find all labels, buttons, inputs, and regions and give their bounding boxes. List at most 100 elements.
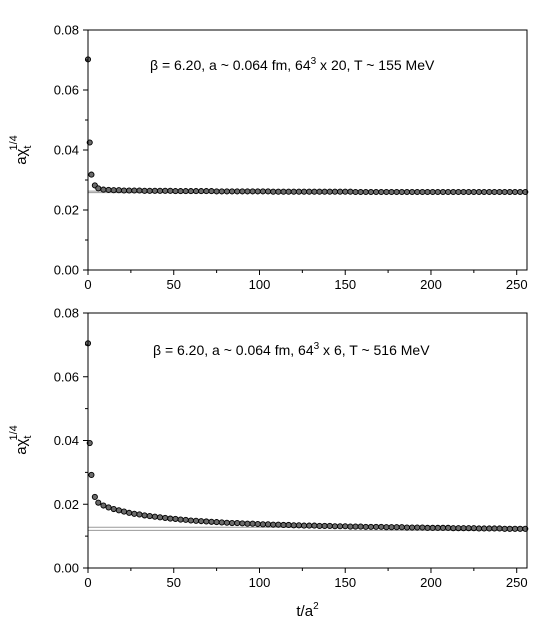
- data-point: [131, 187, 138, 194]
- x-tick-label: 200: [420, 277, 442, 292]
- data-point: [151, 187, 158, 194]
- data-point: [146, 512, 153, 520]
- data-point: [88, 171, 95, 178]
- data-point: [465, 188, 472, 196]
- data-point: [383, 188, 390, 196]
- data-point: [115, 507, 122, 514]
- x-tick-label: 50: [167, 575, 181, 590]
- data-point: [254, 520, 261, 528]
- data-point: [285, 521, 292, 529]
- data-point: [110, 187, 117, 194]
- data-point: [429, 188, 436, 196]
- data-point: [244, 520, 251, 527]
- data-point: [429, 524, 436, 531]
- x-label-main: t/a: [296, 603, 313, 620]
- data-point: [445, 188, 452, 196]
- data-point: [367, 188, 374, 196]
- data-point: [311, 522, 318, 529]
- y-label-superscript: 1/4: [8, 425, 20, 440]
- chart-panel-1: 0 50 100 150 200 250 0.00 0.02 0.04 0.06 0.08 β = 6…: [8, 23, 529, 292]
- data-point: [254, 188, 261, 195]
- data-point: [203, 188, 210, 195]
- y-label-superscript: 1/4: [8, 135, 20, 150]
- data-point: [244, 188, 251, 195]
- data-point: [445, 524, 452, 531]
- data-point: [275, 521, 282, 528]
- data-point: [388, 188, 395, 196]
- data-point: [511, 188, 519, 196]
- data-point: [167, 187, 174, 194]
- x-label-superscript: 2: [313, 601, 319, 612]
- data-point: [486, 525, 493, 532]
- annotation-rest: x 20, T ~ 155 MeV: [316, 57, 435, 73]
- data-point: [91, 493, 98, 500]
- data-point: [275, 188, 282, 195]
- y-label-subscript: t: [22, 436, 34, 439]
- data-point: [162, 514, 169, 522]
- data-point: [506, 525, 513, 532]
- x-tick-label: 50: [167, 277, 181, 292]
- data-point: [326, 188, 333, 195]
- data-point: [156, 187, 164, 194]
- data-point: [88, 471, 95, 478]
- data-point: [517, 525, 524, 532]
- data-point: [100, 502, 107, 509]
- data-point: [239, 520, 246, 527]
- annotation-superscript: 3: [314, 341, 320, 352]
- data-point: [151, 513, 158, 520]
- data-point: [342, 523, 349, 530]
- x-tick-label: 0: [84, 277, 91, 292]
- y-axis-label: aχt1/4: [8, 135, 34, 165]
- data-point: [290, 188, 297, 195]
- data-point: [234, 520, 241, 527]
- data-point: [434, 188, 441, 196]
- y-tick-label: 0.00: [54, 561, 79, 576]
- data-point: [172, 188, 179, 195]
- data-point: [439, 524, 447, 531]
- data-point: [105, 186, 112, 193]
- data-point: [192, 188, 200, 195]
- data-point: [450, 188, 457, 196]
- data-point: [337, 188, 344, 195]
- data-point: [347, 523, 354, 530]
- y-tick-label: 0.06: [54, 369, 79, 384]
- data-point: [306, 522, 313, 529]
- data-point: [120, 187, 128, 194]
- data-point: [517, 188, 524, 196]
- x-tick-label: 150: [334, 575, 356, 590]
- data-point: [280, 188, 287, 195]
- x-tick-label: 100: [249, 575, 271, 590]
- data-point: [450, 525, 457, 532]
- y-tick-label: 0.06: [54, 83, 79, 98]
- data-point: [187, 517, 194, 524]
- data-point: [126, 509, 133, 516]
- data-point: [295, 522, 302, 529]
- annotation-main: β = 6.20, a ~ 0.064 fm, 64: [153, 342, 314, 358]
- data-point: [126, 187, 133, 194]
- x-axis-label: t/a2: [296, 601, 319, 620]
- data-point: [414, 188, 421, 196]
- data-point: [337, 523, 344, 530]
- data-point: [357, 188, 364, 196]
- data-point: [403, 524, 411, 531]
- annotation-main: β = 6.20, a ~ 0.064 fm, 64: [150, 57, 311, 73]
- data-point: [378, 523, 385, 530]
- data-point: [192, 517, 200, 524]
- chart-panel-2: 0 50 100 150 200 250 0.00 0.02 0.04 0.06 0.08 β = 6…: [8, 306, 529, 620]
- panel-annotation: β = 6.20, a ~ 0.064 fm, 643 x 20, T ~ 15…: [150, 56, 435, 73]
- data-point: [352, 523, 359, 530]
- data-point: [105, 504, 112, 511]
- data-point: [295, 188, 302, 195]
- data-point: [136, 187, 143, 194]
- data-point: [100, 186, 107, 193]
- data-point: [259, 188, 266, 195]
- data-point: [249, 520, 256, 527]
- data-point: [475, 525, 483, 532]
- data-point: [409, 524, 416, 531]
- data-point: [311, 188, 318, 195]
- annotation-superscript: 3: [311, 56, 317, 67]
- annotation-rest: x 6, T ~ 516 MeV: [319, 342, 430, 358]
- data-point: [234, 188, 241, 195]
- data-point: [424, 188, 431, 196]
